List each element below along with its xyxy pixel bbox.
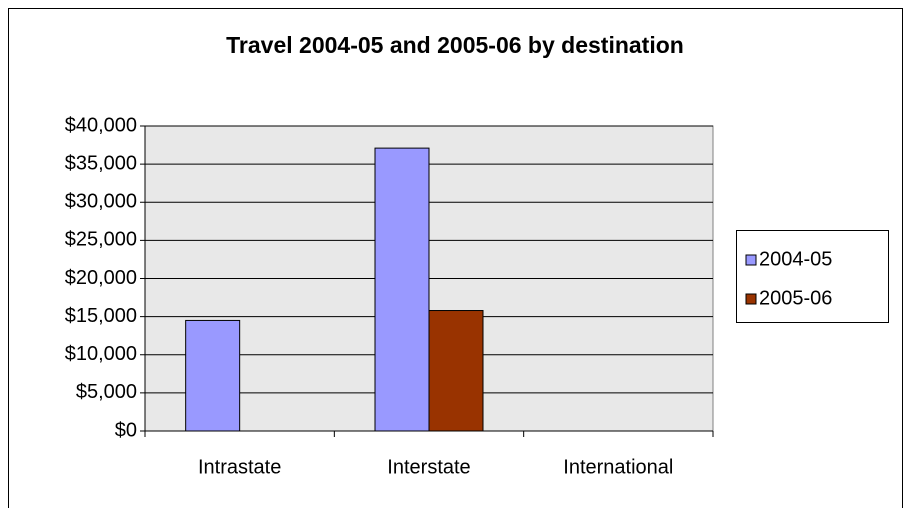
legend-swatch: [745, 293, 757, 305]
x-tick-label: Intrastate: [198, 456, 281, 478]
y-tick-label: $25,000: [65, 229, 137, 251]
legend-swatch: [745, 254, 757, 266]
legend: [736, 230, 889, 323]
x-tick-label: Interstate: [387, 456, 470, 478]
x-tick-label: International: [563, 456, 673, 478]
chart-title: Travel 2004-05 and 2005-06 by destinatio…: [226, 32, 684, 58]
y-tick-label: $10,000: [65, 343, 137, 365]
bar: [185, 319, 241, 432]
bar: [374, 147, 430, 432]
y-tick-label: $35,000: [65, 152, 137, 174]
y-tick-label: $20,000: [65, 267, 137, 289]
y-tick-label: $5,000: [76, 381, 137, 403]
y-tick-label: $40,000: [65, 114, 137, 136]
y-tick-label: $30,000: [65, 191, 137, 213]
legend-label: 2005-06: [759, 287, 832, 309]
legend-label: 2004-05: [759, 248, 832, 270]
y-tick-label: $0: [115, 419, 137, 441]
bar: [428, 310, 484, 432]
y-tick-label: $15,000: [65, 305, 137, 327]
